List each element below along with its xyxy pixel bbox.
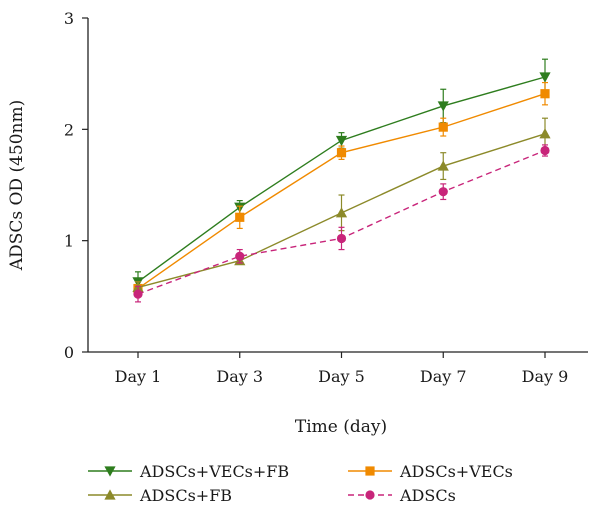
x-tick-label: Day 9 xyxy=(522,367,569,386)
data-point xyxy=(336,148,347,158)
y-tick-label: 0 xyxy=(64,343,74,362)
data-point xyxy=(437,160,449,171)
series-adscs-vecs-fb xyxy=(132,58,551,293)
series-line xyxy=(137,76,546,283)
data-point xyxy=(438,187,448,197)
legend-marker xyxy=(365,490,375,500)
data-point xyxy=(335,135,348,147)
legend: ADSCs+VECs+FB ADSCs+VECs ADSCs+FB ADSCs xyxy=(88,462,513,505)
data-point xyxy=(540,145,550,156)
legend-marker xyxy=(365,466,375,476)
data-point xyxy=(336,233,347,244)
data-point xyxy=(335,207,348,218)
legend-label: ADSCs+VECs+FB xyxy=(139,462,289,481)
data-point xyxy=(235,251,245,261)
data-point xyxy=(539,128,551,139)
x-tick-label: Day 7 xyxy=(420,367,467,386)
y-axis-label: ADSCs OD (450nm) xyxy=(7,100,27,271)
legend-item: ADSCs+FB xyxy=(88,486,232,505)
legend-marker xyxy=(104,466,116,477)
x-axis-label: Time (day) xyxy=(295,417,387,437)
x-tick-label: Day 1 xyxy=(115,367,162,386)
y-tick-label: 1 xyxy=(64,232,74,251)
data-point xyxy=(437,101,449,112)
data-point xyxy=(540,89,550,99)
x-tick-label: Day 3 xyxy=(216,367,263,386)
y-tick-label: 3 xyxy=(64,9,74,28)
series-layer xyxy=(132,58,551,303)
data-point xyxy=(235,212,245,222)
series-adscs xyxy=(133,144,550,303)
legend-item: ADSCs+VECs xyxy=(348,462,513,481)
series-line xyxy=(137,93,546,290)
series-adscs-vecs xyxy=(133,81,550,296)
x-tick-label: Day 5 xyxy=(318,367,365,386)
legend-marker xyxy=(104,489,116,500)
legend-label: ADSCs xyxy=(399,486,456,505)
legend-item: ADSCs+VECs+FB xyxy=(88,462,289,481)
legend-label: ADSCs+FB xyxy=(139,486,232,505)
legend-label: ADSCs+VECs xyxy=(399,462,513,481)
data-point xyxy=(133,289,143,299)
legend-item: ADSCs xyxy=(348,486,456,505)
y-tick-label: 2 xyxy=(64,120,74,139)
data-point xyxy=(438,122,448,132)
axes: 0 1 2 3 Day 1 Day 3 Day 5 Day 7 Day 9 xyxy=(64,9,588,386)
data-point xyxy=(539,72,551,83)
